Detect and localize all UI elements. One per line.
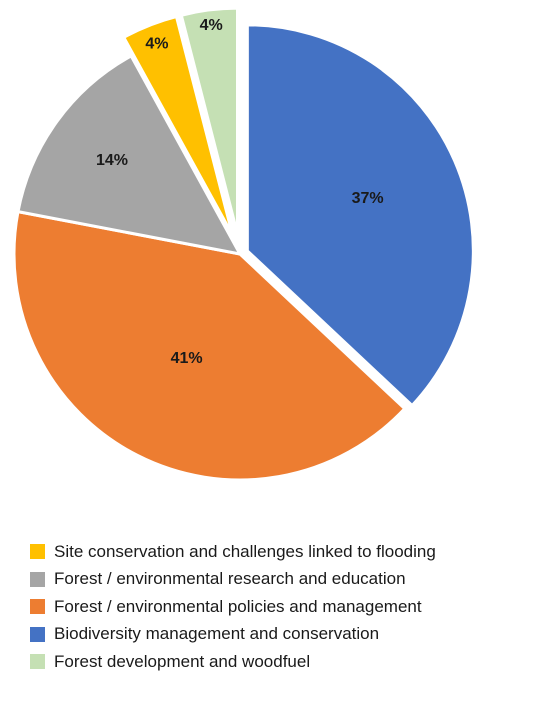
legend-label: Site conservation and challenges linked …	[54, 541, 436, 561]
pie-slice	[12, 209, 407, 482]
pie-chart: 37% 41% 14% 4% 4%	[12, 6, 475, 482]
legend-swatch	[30, 571, 45, 587]
legend-item: Forest / environmental research and educ…	[30, 566, 436, 594]
pie-slice	[121, 14, 235, 237]
legend-item: Site conservation and challenges linked …	[30, 538, 436, 566]
legend-swatch	[30, 654, 45, 670]
legend-swatch	[30, 544, 45, 560]
pie-slice	[16, 53, 243, 257]
chart-legend: Site conservation and challenges linked …	[30, 538, 436, 676]
legend-swatch	[30, 599, 45, 615]
legend-item: Forest development and woodfuel	[30, 648, 436, 676]
data-label: 4%	[200, 17, 223, 34]
pie-slice	[179, 6, 239, 235]
legend-swatch	[30, 626, 45, 642]
legend-item: Forest / environmental policies and mana…	[30, 593, 436, 621]
legend-label: Forest / environmental research and educ…	[54, 569, 406, 589]
legend-label: Forest / environmental policies and mana…	[54, 596, 422, 616]
data-label: 41%	[171, 350, 203, 367]
pie-slice	[245, 23, 475, 408]
data-label: 37%	[352, 190, 384, 207]
legend-item: Biodiversity management and conservation	[30, 621, 436, 649]
legend-label: Biodiversity management and conservation	[54, 624, 380, 644]
data-label: 14%	[96, 152, 128, 169]
legend-label: Forest development and woodfuel	[54, 651, 311, 671]
data-label: 4%	[145, 35, 168, 52]
